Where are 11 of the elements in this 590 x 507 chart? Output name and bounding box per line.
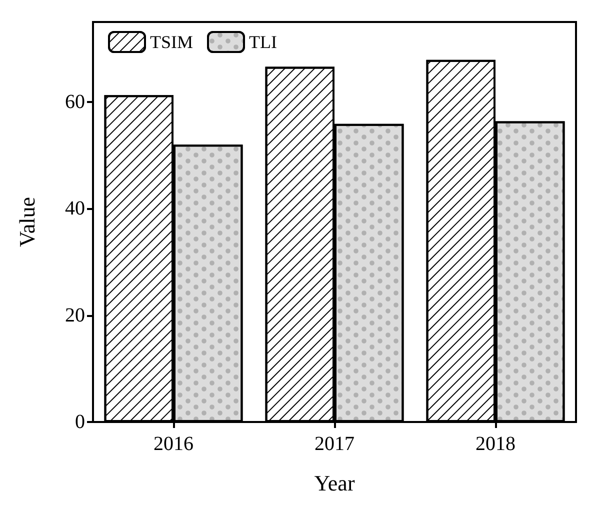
x-tick-label: 2018 (476, 433, 516, 455)
x-tick-label: 2017 (314, 433, 354, 455)
y-tick-label: 60 (65, 91, 85, 113)
legend-label: TLI (249, 32, 277, 52)
y-tick-label: 40 (65, 198, 85, 220)
legend-label: TSIM (150, 32, 194, 52)
y-tick-label: 20 (65, 304, 85, 326)
y-tick-label: 0 (75, 411, 85, 433)
y-axis-title: Value (14, 196, 40, 248)
x-axis-title: Year (314, 470, 356, 496)
x-tick-label: 2016 (154, 433, 194, 455)
